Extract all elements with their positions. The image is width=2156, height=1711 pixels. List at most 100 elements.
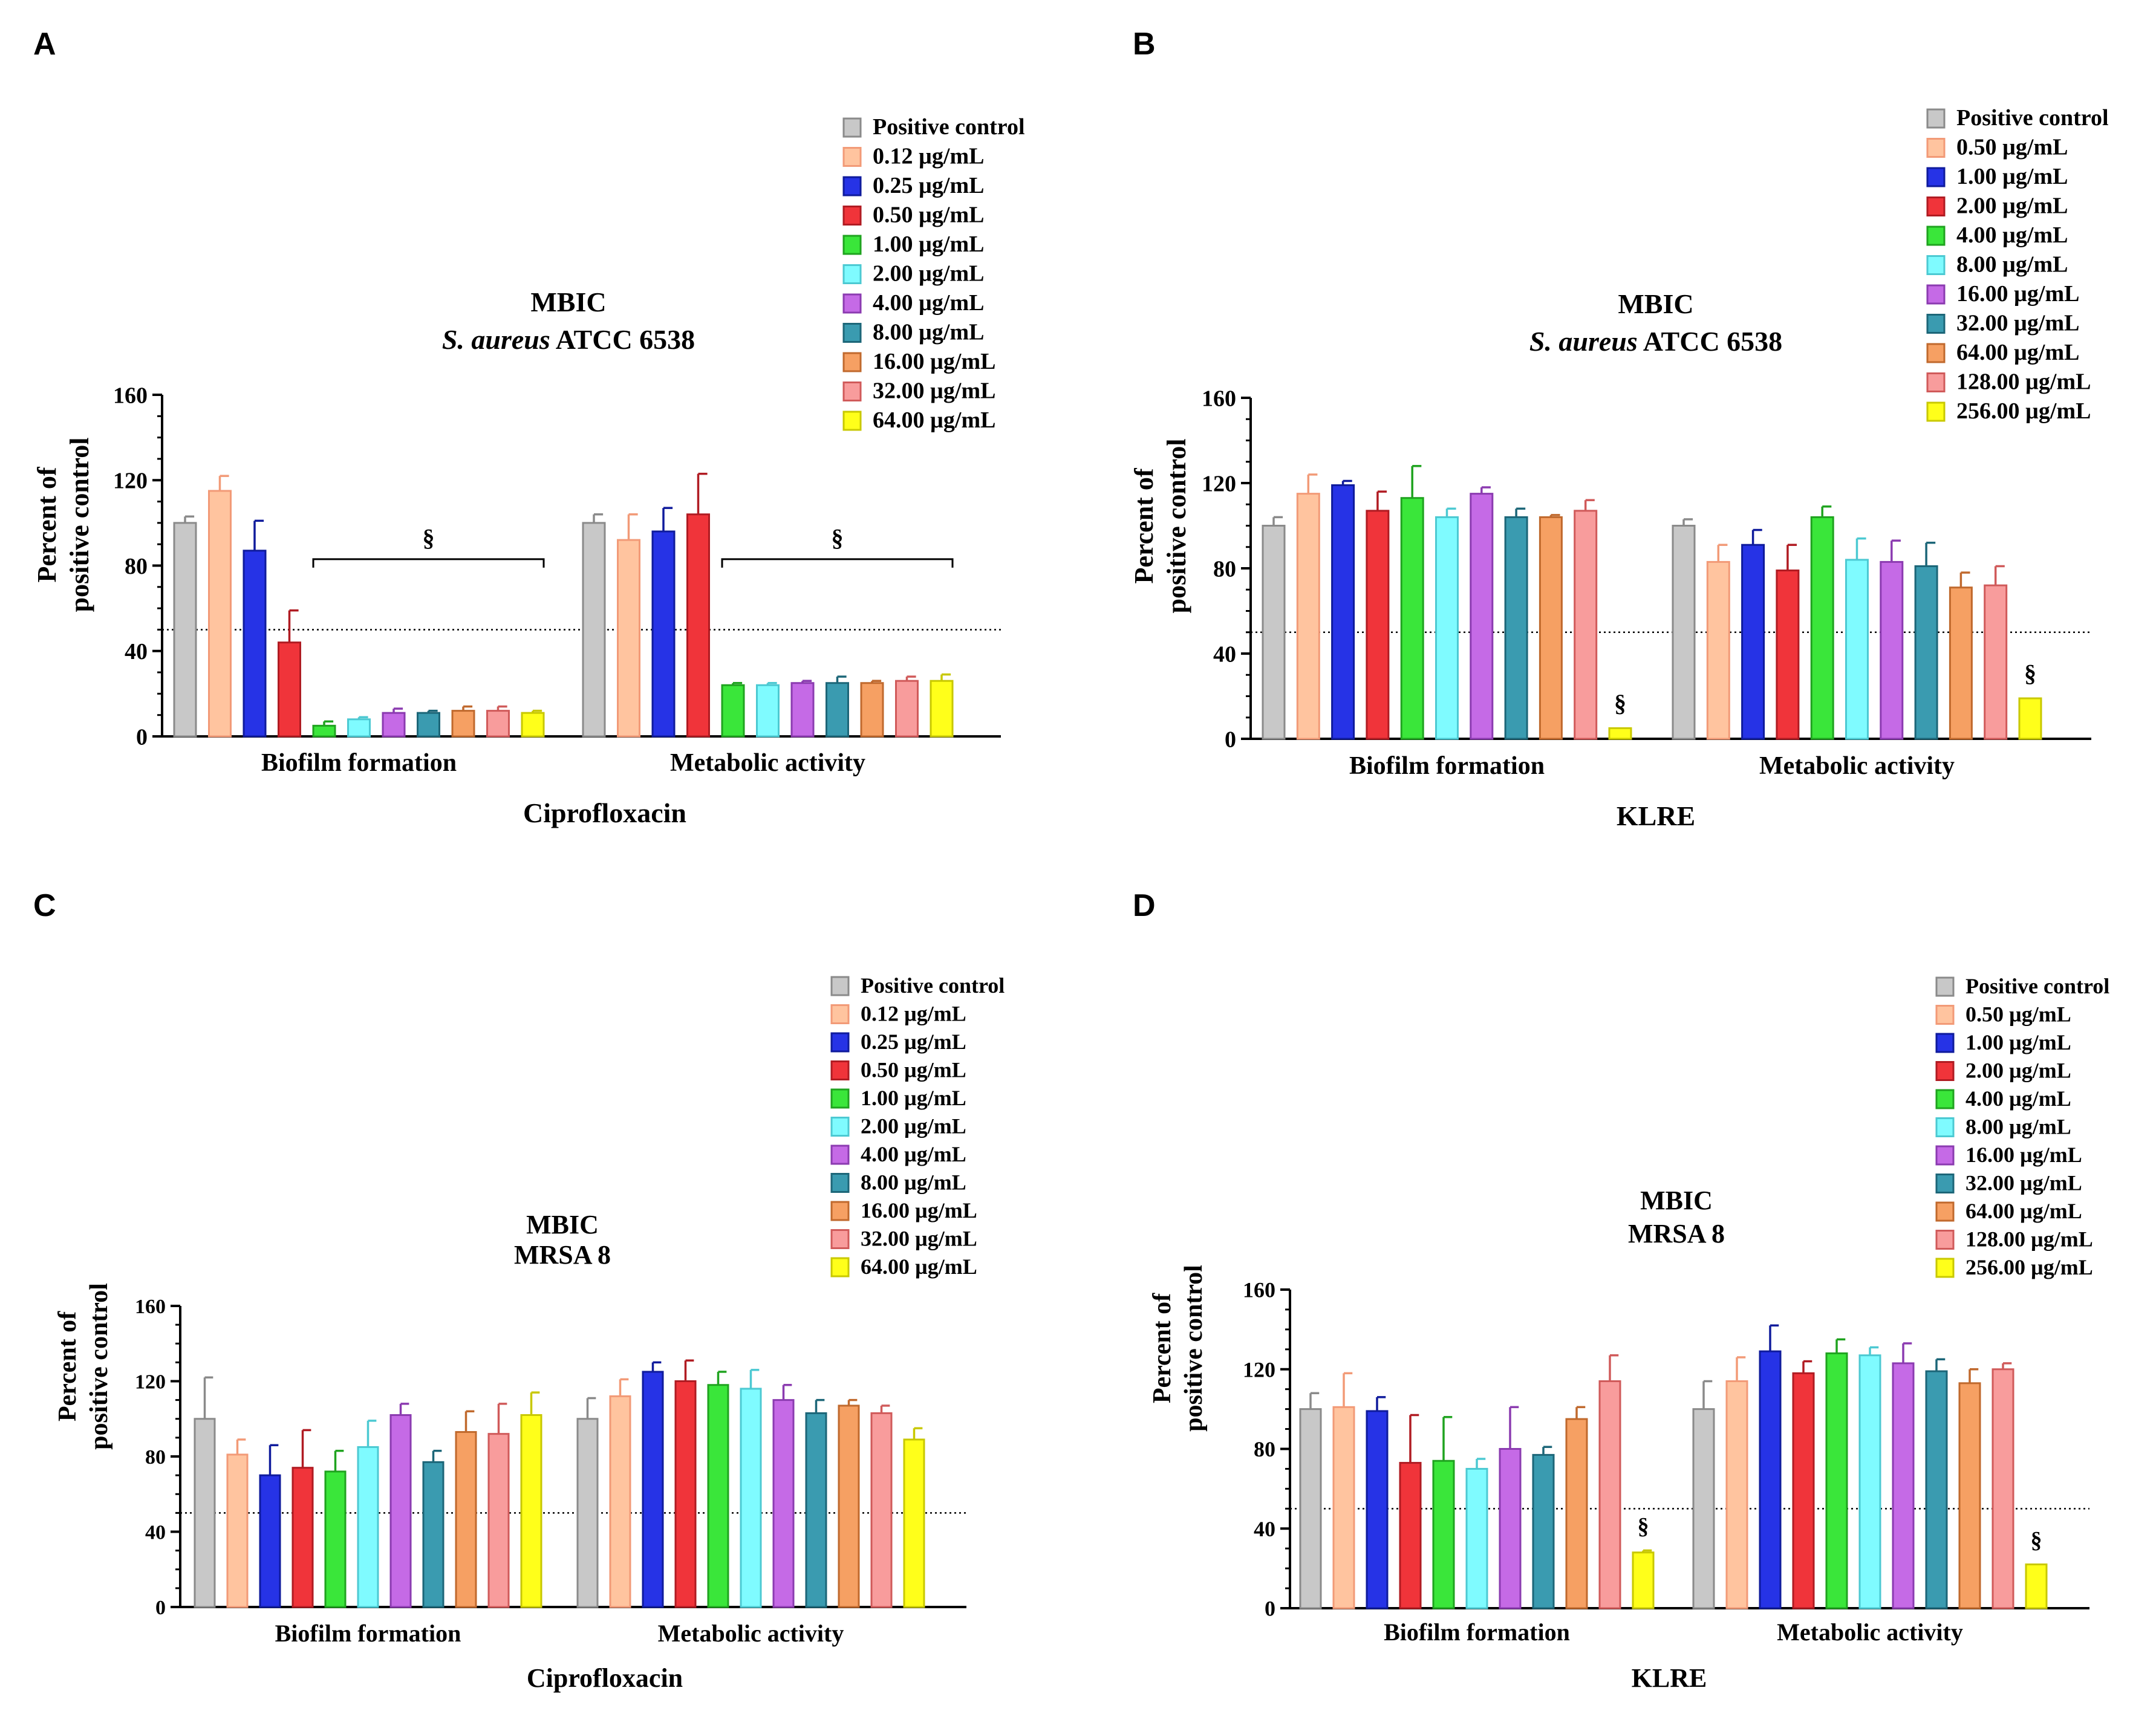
bar-biofilm-formation-7 — [417, 712, 440, 738]
bar-metabolic-activity-7 — [1925, 1370, 1948, 1609]
category-label: Biofilm formation — [261, 749, 457, 777]
bar-metabolic-activity-8 — [838, 1404, 860, 1608]
legend-swatch — [842, 264, 862, 284]
panel-letter: A — [33, 27, 56, 62]
y-axis-label: Percent of positive control — [54, 1283, 113, 1450]
significance-mark: § — [832, 524, 844, 551]
legend-label: 128.00 µg/mL — [1965, 1227, 2093, 1252]
bar-biofilm-formation-6 — [1499, 1448, 1522, 1609]
bar-biofilm-formation-1 — [1296, 493, 1320, 740]
legend-swatch — [830, 976, 850, 996]
y-tick-label: 40 — [145, 1521, 166, 1544]
significance-mark: § — [423, 524, 435, 551]
x-axis-title: KLRE — [1632, 1663, 1707, 1693]
legend-swatch — [1935, 1033, 1955, 1053]
legend-swatch — [1935, 1061, 1955, 1081]
bar-biofilm-formation-7 — [1504, 516, 1528, 740]
bar-biofilm-formation-0 — [173, 522, 197, 738]
legend-swatch — [842, 323, 862, 343]
legend-label: 16.00 µg/mL — [1965, 1143, 2082, 1167]
legend-label: 2.00 µg/mL — [1965, 1059, 2071, 1083]
legend-label: 0.50 µg/mL — [861, 1058, 966, 1082]
chart-title-line2: S. aureus ATCC 6538 — [442, 324, 695, 355]
bar-biofilm-formation-3 — [1366, 510, 1390, 740]
legend: Positive control 0.50 µg/mL 1.00 µg/mL 2.00… — [1935, 974, 2109, 1279]
bar-biofilm-formation-10 — [520, 1414, 542, 1608]
y-axis-label-line1: Percent of — [32, 466, 62, 582]
chart-title-line1: MBIC — [530, 287, 606, 317]
bar-biofilm-formation-9 — [487, 1433, 510, 1608]
bar-metabolic-activity-9 — [1992, 1368, 2014, 1609]
legend-label: 256.00 µg/mL — [1956, 398, 2091, 424]
legend-swatch — [842, 176, 862, 196]
legend-label: 0.50 µg/mL — [1965, 1002, 2071, 1027]
bar-biofilm-formation-2 — [1366, 1410, 1389, 1609]
legend-swatch — [842, 352, 862, 372]
y-axis-label: Percent of positive control — [1129, 439, 1191, 614]
legend-swatch — [830, 1201, 850, 1221]
bar-metabolic-activity-3 — [686, 513, 710, 738]
bar-biofilm-formation-4 — [1400, 497, 1424, 740]
y-tick-label: 160 — [1202, 386, 1236, 411]
category-label: Metabolic activity — [658, 1620, 844, 1647]
y-tick-label: 160 — [1243, 1278, 1275, 1302]
y-axis-label: Percent of positive control — [32, 438, 94, 612]
y-tick-label: 40 — [125, 639, 148, 664]
bar-metabolic-activity-9 — [870, 1412, 893, 1608]
significance-mark: § — [1638, 1513, 1649, 1539]
legend-swatch — [830, 1088, 850, 1109]
legend-swatch — [1926, 343, 1946, 363]
significance-mark: § — [1614, 689, 1626, 716]
legend-swatch — [1935, 1174, 1955, 1193]
category-label: Biofilm formation — [1384, 1618, 1570, 1646]
legend-label: 1.00 µg/mL — [873, 232, 984, 257]
y-tick-label: 40 — [1254, 1517, 1275, 1541]
chart-title-line1: MBIC — [526, 1210, 599, 1239]
bar-metabolic-activity-6 — [1880, 560, 1904, 740]
legend-swatch — [1935, 1117, 1955, 1137]
bar-metabolic-activity-2 — [642, 1371, 664, 1608]
panel-letter: D — [1133, 888, 1156, 923]
bar-biofilm-formation-10 — [521, 712, 545, 738]
legend-label: 4.00 µg/mL — [1965, 1086, 2071, 1111]
chart-title-line2: S. aureus ATCC 6538 — [1529, 326, 1782, 357]
y-tick-label: 160 — [135, 1296, 166, 1318]
significance-bracket — [312, 558, 545, 568]
y-axis-label-line2: positive control — [65, 438, 94, 612]
bar-metabolic-activity-4 — [721, 684, 745, 738]
legend-swatch — [1926, 372, 1946, 392]
bar-biofilm-formation-3 — [278, 641, 301, 738]
bar-biofilm-formation-5 — [347, 718, 371, 738]
y-tick-label: 0 — [1225, 727, 1236, 752]
legend-label: Positive control — [861, 973, 1005, 998]
legend-swatch — [830, 1144, 850, 1165]
chart-title-strain: ATCC 6538 — [550, 324, 695, 355]
bar-biofilm-formation-5 — [1435, 516, 1459, 740]
bar-metabolic-activity-0 — [1692, 1408, 1715, 1609]
legend-label: Positive control — [1956, 105, 2109, 131]
x-axis-title: Ciprofloxacin — [527, 1663, 683, 1693]
legend-label: 1.00 µg/mL — [1956, 164, 2068, 189]
bar-biofilm-formation-9 — [1598, 1380, 1621, 1609]
legend-label: 0.50 µg/mL — [873, 203, 984, 228]
bar-biofilm-formation-9 — [1574, 510, 1598, 740]
legend-swatch — [1926, 284, 1946, 305]
bar-metabolic-activity-5 — [740, 1388, 762, 1608]
bar-metabolic-activity-4 — [1810, 516, 1834, 740]
legend-label: 64.00 µg/mL — [1956, 340, 2079, 365]
legend-label: Positive control — [873, 114, 1025, 140]
bar-metabolic-activity-5 — [1858, 1354, 1881, 1609]
legend-swatch — [1935, 1230, 1955, 1250]
legend-swatch — [830, 1117, 850, 1137]
legend-swatch — [842, 235, 862, 255]
bar-metabolic-activity-8 — [1949, 586, 1973, 740]
y-tick-label: 0 — [136, 724, 148, 750]
legend-label: 64.00 µg/mL — [873, 407, 995, 433]
legend-swatch — [1926, 108, 1946, 129]
legend-label: 2.00 µg/mL — [861, 1114, 966, 1138]
x-axis-title: KLRE — [1617, 800, 1695, 831]
legend-swatch — [830, 1229, 850, 1249]
y-tick-label: 0 — [1265, 1597, 1275, 1621]
legend-label: 32.00 µg/mL — [1956, 311, 2079, 336]
category-label: Biofilm formation — [1349, 752, 1545, 780]
